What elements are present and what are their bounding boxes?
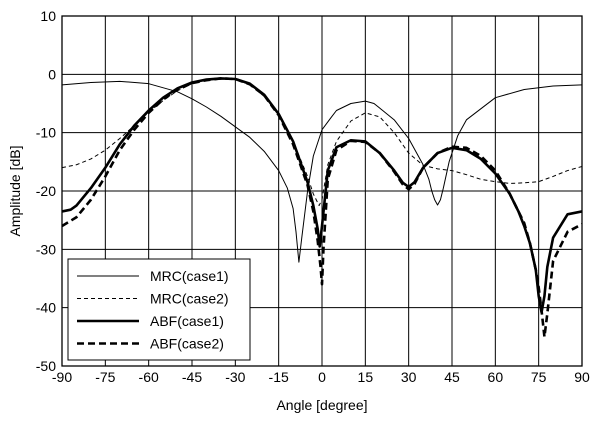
tick-labels: -90 -75 -60 -45 -30 -15 0 15 30 45 60 75 90 10 0 -10 -20… (36, 8, 590, 385)
series-group (62, 77, 582, 339)
x-tick-label: -45 (182, 369, 202, 385)
x-tick-label: -60 (139, 369, 159, 385)
y-tick-label: -40 (36, 300, 56, 316)
x-tick-label: 45 (444, 369, 460, 385)
legend: MRC(case1) MRC(case2) ABF(case1) ABF(case2) (67, 258, 251, 361)
legend-label: ABF(case1) (150, 313, 224, 329)
y-tick-label: -10 (36, 125, 56, 141)
series-line-4 (62, 77, 582, 339)
x-tick-label: 75 (531, 369, 547, 385)
series-line-1 (62, 80, 582, 263)
x-tick-label: 90 (574, 369, 590, 385)
y-tick-label: -30 (36, 241, 56, 257)
series-line-3 (62, 77, 582, 314)
x-tick-label: -15 (269, 369, 289, 385)
x-tick-label: 60 (488, 369, 504, 385)
y-tick-label: 0 (48, 66, 56, 82)
x-axis-label: Angle [degree] (276, 397, 367, 413)
legend-label: ABF(case2) (150, 336, 224, 352)
legend-label: MRC(case2) (150, 291, 229, 307)
x-tick-label: 30 (401, 369, 417, 385)
x-tick-label: -75 (95, 369, 115, 385)
y-tick-label: 10 (40, 8, 56, 24)
x-tick-label: -90 (52, 369, 72, 385)
y-tick-label: -50 (36, 358, 56, 374)
plot-frame (61, 15, 583, 367)
x-tick-label: -30 (225, 369, 245, 385)
y-axis-label: Amplitude [dB] (7, 145, 23, 236)
x-tick-label: 0 (318, 369, 326, 385)
y-tick-label: -20 (36, 183, 56, 199)
series-line-2 (62, 77, 582, 207)
legend-label: MRC(case1) (150, 268, 229, 284)
x-tick-label: 15 (358, 369, 374, 385)
